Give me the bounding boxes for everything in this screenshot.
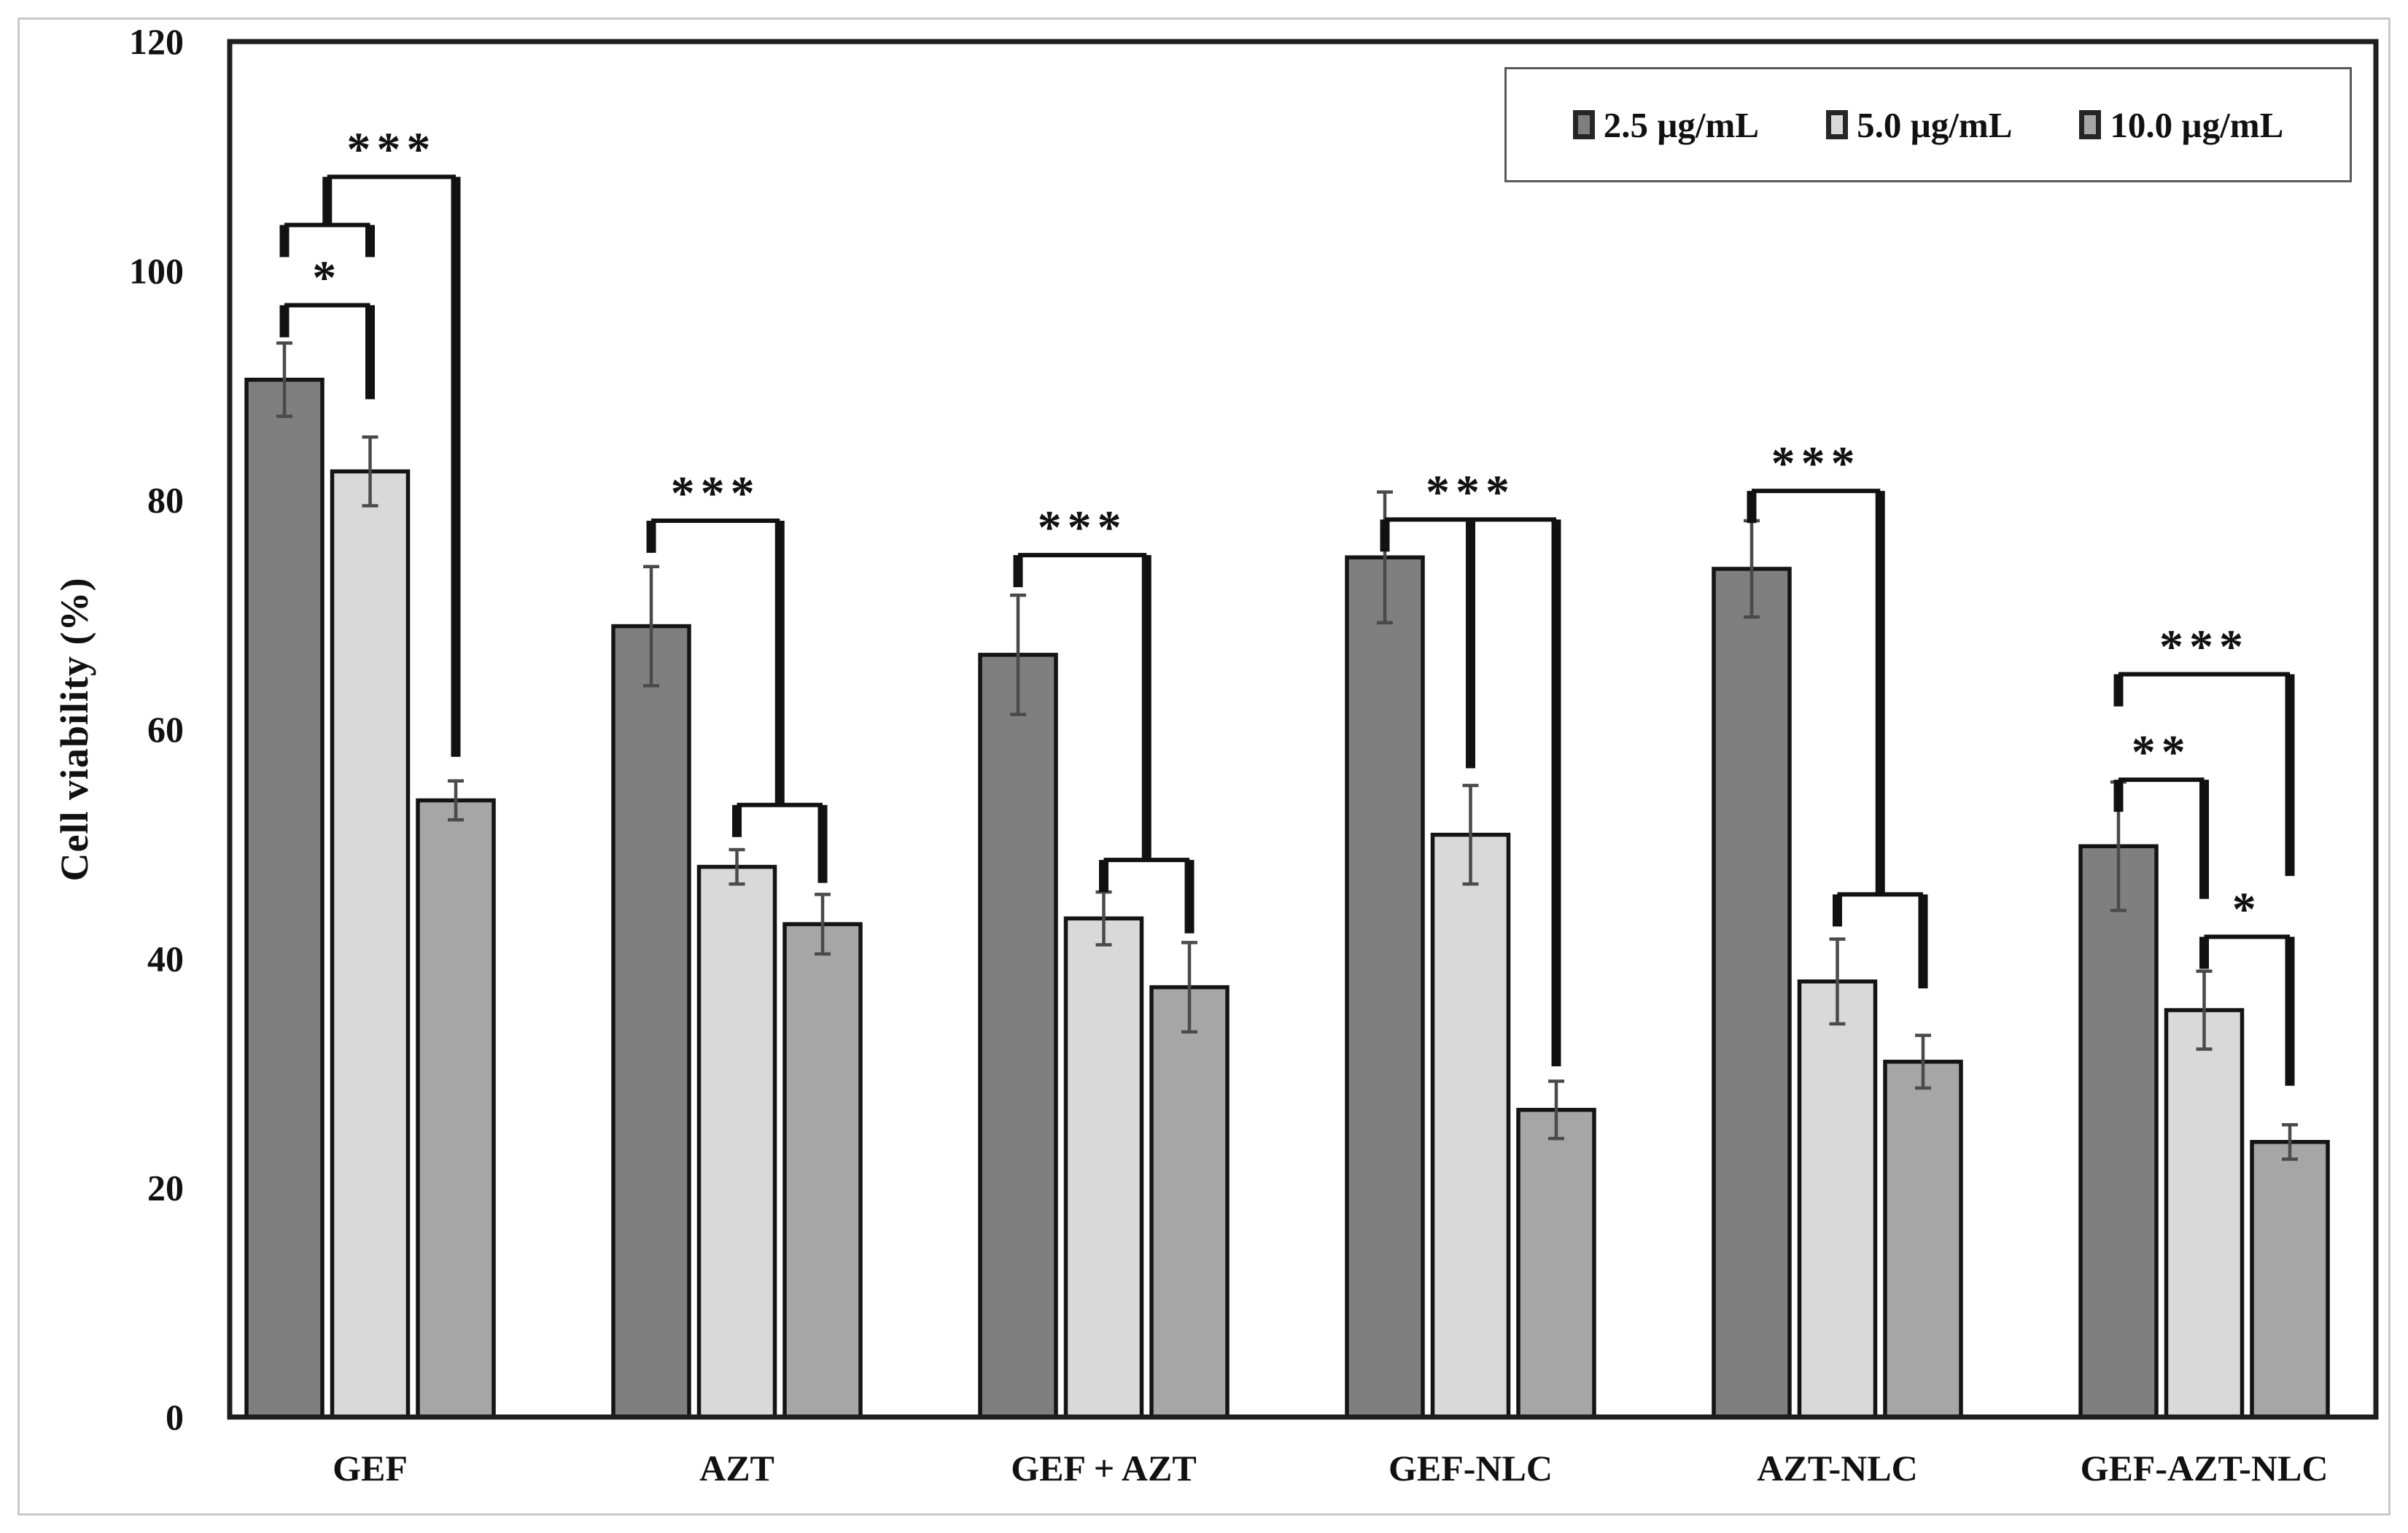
legend-label: 5.0 µg/mL	[1857, 104, 2013, 145]
bar-AZT-5.0 µg/mL	[696, 864, 777, 1419]
bar-GEF + AZT-2.5 µg/mL	[978, 653, 1058, 1419]
significance-label: ***	[1771, 437, 1861, 490]
bar-GEF-5.0 µg/mL	[330, 469, 411, 1419]
x-category-label: GEF-NLC	[1389, 1448, 1553, 1489]
legend-item-10.0 µg/mL: 10.0 µg/mL	[2079, 104, 2283, 146]
bar-AZT-NLC-5.0 µg/mL	[1797, 979, 1878, 1419]
y-tick-label: 40	[147, 938, 184, 979]
legend-swatch-icon	[1826, 110, 1849, 139]
legend-swatch-icon	[2079, 110, 2102, 139]
significance-label: ***	[346, 123, 436, 176]
bar-AZT-2.5 µg/mL	[611, 624, 691, 1419]
bar-GEF-NLC-10.0 µg/mL	[1516, 1108, 1596, 1419]
x-category-label: GEF + AZT	[1011, 1448, 1196, 1489]
bar-GEF-2.5 µg/mL	[244, 377, 325, 1419]
legend-box: 2.5 µg/mL 5.0 µg/mL 10.0 µg/mL	[1504, 67, 2352, 182]
significance-label: ***	[1426, 465, 1515, 519]
x-category-label: GEF-AZT-NLC	[2081, 1448, 2329, 1489]
bar-AZT-NLC-2.5 µg/mL	[1712, 567, 1792, 1419]
bar-GEF + AZT-5.0 µg/mL	[1063, 916, 1144, 1419]
x-category-label: AZT	[699, 1448, 774, 1489]
x-category-label: GEF	[333, 1448, 408, 1489]
bar-AZT-NLC-10.0 µg/mL	[1883, 1060, 1963, 1419]
y-axis-title: Cell viability (%)	[53, 577, 96, 882]
bar-GEF-10.0 µg/mL	[416, 798, 496, 1419]
bar-GEF + AZT-10.0 µg/mL	[1149, 985, 1230, 1419]
bar-AZT-10.0 µg/mL	[782, 922, 863, 1419]
bar-GEF-NLC-5.0 µg/mL	[1430, 832, 1511, 1419]
y-tick-label: 100	[129, 250, 184, 291]
significance-label: ***	[1038, 501, 1127, 554]
plot-border	[227, 39, 2379, 1420]
legend-label: 10.0 µg/mL	[2110, 104, 2284, 145]
legend-label: 2.5 µg/mL	[1603, 104, 1760, 145]
y-tick-label: 80	[147, 480, 184, 521]
significance-label: ***	[2159, 621, 2249, 674]
significance-label: ***	[671, 467, 761, 520]
y-tick-label: 20	[147, 1168, 184, 1208]
bar-GEF-AZT-NLC-5.0 µg/mL	[2164, 1008, 2245, 1419]
significance-label: **	[2132, 726, 2191, 779]
legend-item-2.5 µg/mL: 2.5 µg/mL	[1572, 104, 1760, 146]
significance-label: *	[312, 251, 342, 304]
bar-GEF-AZT-NLC-2.5 µg/mL	[2078, 844, 2159, 1419]
y-tick-label: 120	[129, 21, 184, 62]
bar-GEF-NLC-2.5 µg/mL	[1345, 555, 1425, 1419]
y-tick-label: 0	[166, 1397, 184, 1437]
y-tick-label: 60	[147, 709, 184, 750]
significance-label: *	[2232, 882, 2262, 936]
bar-GEF-AZT-NLC-10.0 µg/mL	[2250, 1140, 2330, 1419]
legend-item-5.0 µg/mL: 5.0 µg/mL	[1826, 104, 2012, 146]
legend-swatch-icon	[1572, 110, 1595, 139]
figure-outer-frame	[18, 18, 2390, 1515]
x-category-label: AZT-NLC	[1757, 1448, 1917, 1489]
